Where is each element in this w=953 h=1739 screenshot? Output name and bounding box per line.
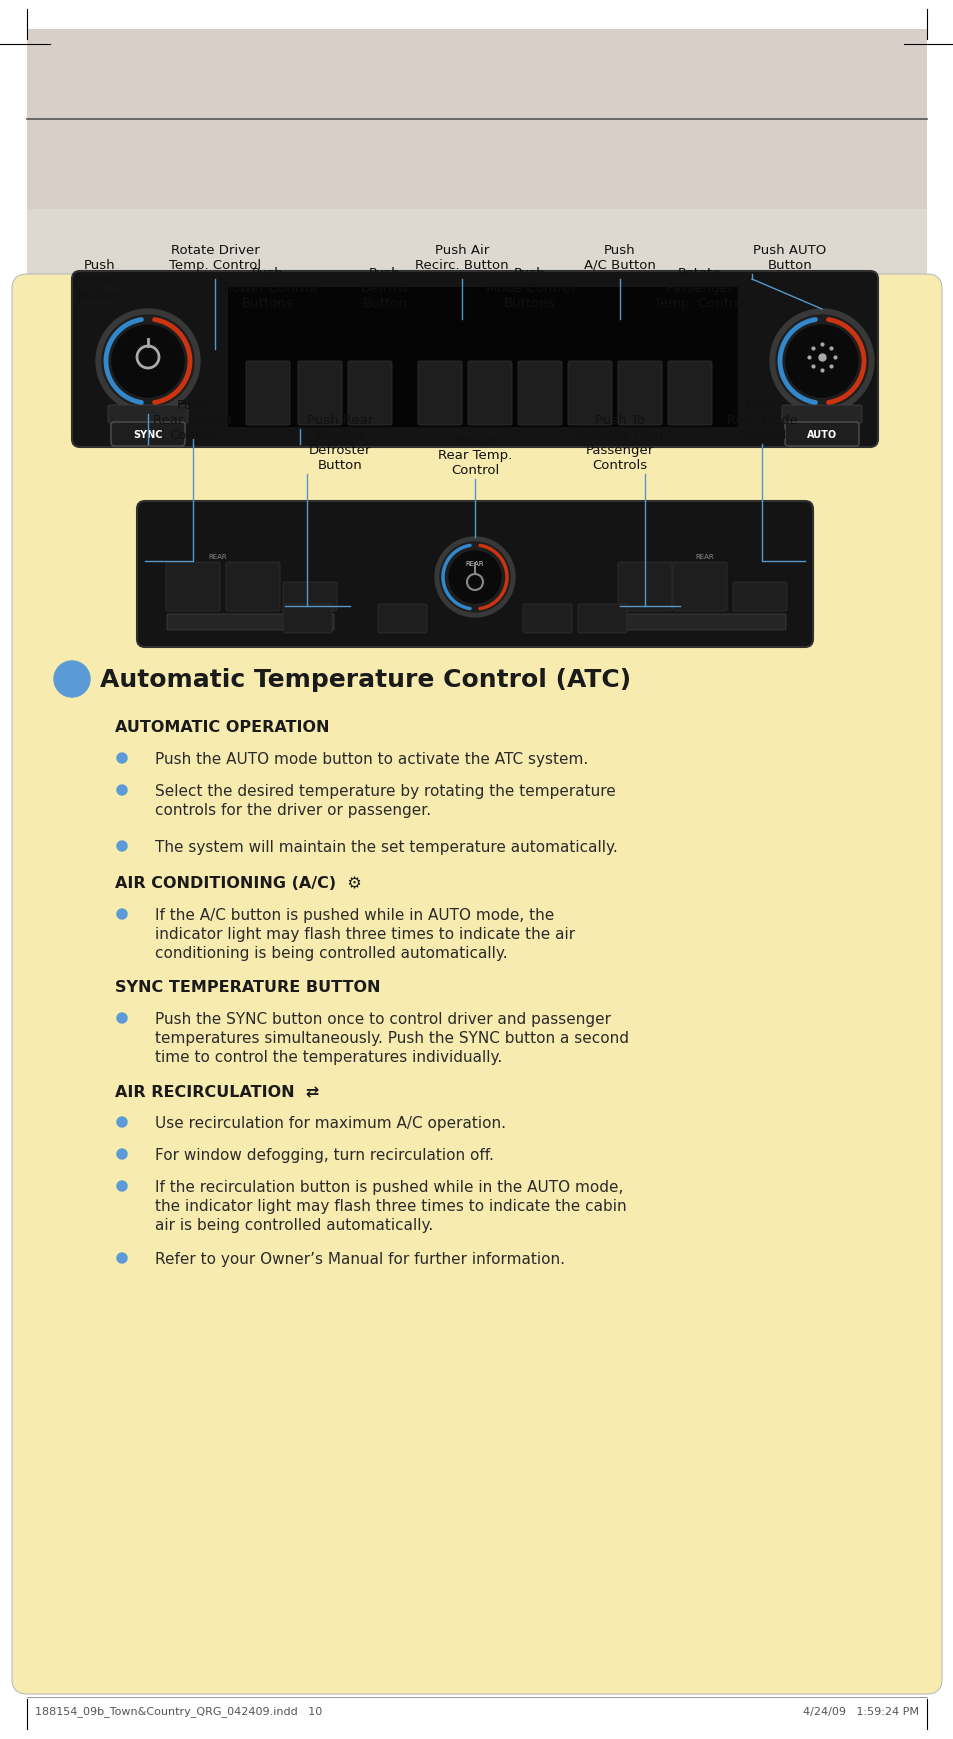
Text: REAR: REAR <box>209 553 227 560</box>
FancyBboxPatch shape <box>297 362 341 426</box>
FancyBboxPatch shape <box>522 605 572 633</box>
Text: If the A/C button is pushed while in AUTO mode, the
indicator light may flash th: If the A/C button is pushed while in AUT… <box>154 908 575 962</box>
Text: 188154_09b_Town&Country_QRG_042409.indd   10: 188154_09b_Town&Country_QRG_042409.indd … <box>35 1706 322 1716</box>
FancyBboxPatch shape <box>781 405 862 424</box>
Circle shape <box>117 753 127 763</box>
Text: Use recirculation for maximum A/C operation.: Use recirculation for maximum A/C operat… <box>154 1115 505 1130</box>
Circle shape <box>117 1181 127 1191</box>
Circle shape <box>112 325 184 398</box>
FancyBboxPatch shape <box>167 614 334 631</box>
Text: The system will maintain the set temperature automatically.: The system will maintain the set tempera… <box>154 840 618 854</box>
FancyBboxPatch shape <box>348 362 392 426</box>
Text: Push Air
Recirc. Button: Push Air Recirc. Button <box>415 243 508 271</box>
FancyBboxPatch shape <box>71 271 877 447</box>
Text: Push
A/C Button: Push A/C Button <box>583 243 656 271</box>
Circle shape <box>775 316 867 407</box>
Circle shape <box>117 909 127 920</box>
FancyBboxPatch shape <box>27 210 926 379</box>
Text: SYNC TEMPERATURE BUTTON: SYNC TEMPERATURE BUTTON <box>115 979 380 995</box>
FancyBboxPatch shape <box>578 605 626 633</box>
FancyBboxPatch shape <box>567 362 612 426</box>
FancyBboxPatch shape <box>377 605 427 633</box>
Text: Push the AUTO mode button to activate the ATC system.: Push the AUTO mode button to activate th… <box>154 751 588 767</box>
Circle shape <box>785 325 857 398</box>
Circle shape <box>117 1149 127 1160</box>
Circle shape <box>439 543 510 612</box>
Circle shape <box>96 310 200 414</box>
Circle shape <box>54 661 90 697</box>
Text: SYNC: SYNC <box>133 430 163 440</box>
Text: For window defogging, turn recirculation off.: For window defogging, turn recirculation… <box>154 1148 494 1162</box>
Circle shape <box>117 1014 127 1024</box>
FancyBboxPatch shape <box>417 362 461 426</box>
Text: 4/24/09   1:59:24 PM: 4/24/09 1:59:24 PM <box>802 1706 918 1716</box>
FancyBboxPatch shape <box>166 563 220 612</box>
FancyBboxPatch shape <box>111 423 185 447</box>
Circle shape <box>117 1254 127 1263</box>
FancyBboxPatch shape <box>468 362 512 426</box>
FancyBboxPatch shape <box>12 275 941 1694</box>
Text: Push
SYNC
Button: Push SYNC Button <box>77 259 122 303</box>
Text: Push AUTO
Button: Push AUTO Button <box>753 243 825 271</box>
Text: Push
Defrost
Button: Push Defrost Button <box>360 266 409 310</box>
Text: Push
Rear Mode
Control: Push Rear Mode Control <box>726 398 797 442</box>
Text: Rotate
Passenger
Temp. Control: Rotate Passenger Temp. Control <box>653 266 745 310</box>
FancyBboxPatch shape <box>672 563 726 612</box>
Circle shape <box>449 551 500 603</box>
Text: REAR: REAR <box>695 553 714 560</box>
FancyBboxPatch shape <box>27 30 926 210</box>
FancyBboxPatch shape <box>283 583 336 612</box>
Text: Push
Mode Control
Buttons: Push Mode Control Buttons <box>485 266 574 310</box>
FancyBboxPatch shape <box>784 423 858 447</box>
Circle shape <box>117 842 127 852</box>
Text: Push Rear
Window
Defroster
Button: Push Rear Window Defroster Button <box>307 414 373 471</box>
FancyBboxPatch shape <box>667 362 711 426</box>
Circle shape <box>435 537 515 617</box>
FancyBboxPatch shape <box>517 362 561 426</box>
Circle shape <box>102 316 193 407</box>
Text: If the recirculation button is pushed while in the AUTO mode,
the indicator ligh: If the recirculation button is pushed wh… <box>154 1179 626 1233</box>
FancyBboxPatch shape <box>732 583 786 612</box>
Text: Rotate Driver
Temp. Control: Rotate Driver Temp. Control <box>169 243 261 271</box>
Text: Push To
Activate Rear
Passenger
Controls: Push To Activate Rear Passenger Controls <box>575 414 664 471</box>
Text: Select the desired temperature by rotating the temperature
controls for the driv: Select the desired temperature by rotati… <box>154 784 615 817</box>
FancyBboxPatch shape <box>108 405 188 424</box>
FancyBboxPatch shape <box>283 605 332 633</box>
Circle shape <box>117 786 127 795</box>
FancyBboxPatch shape <box>228 289 738 428</box>
FancyBboxPatch shape <box>226 563 280 612</box>
Text: Rotate
Rear Temp.
Control: Rotate Rear Temp. Control <box>437 433 512 476</box>
Text: Push the SYNC button once to control driver and passenger
temperatures simultane: Push the SYNC button once to control dri… <box>154 1012 628 1064</box>
Text: AUTOMATIC OPERATION: AUTOMATIC OPERATION <box>115 720 329 734</box>
Text: Push
Rear Blower
Control: Push Rear Blower Control <box>152 398 233 442</box>
Text: Push
Blower Control
Buttons: Push Blower Control Buttons <box>218 266 316 310</box>
FancyBboxPatch shape <box>246 362 290 426</box>
Text: Refer to your Owner’s Manual for further information.: Refer to your Owner’s Manual for further… <box>154 1252 564 1266</box>
FancyBboxPatch shape <box>618 563 671 612</box>
FancyBboxPatch shape <box>618 614 785 631</box>
Text: Automatic Temperature Control (ATC): Automatic Temperature Control (ATC) <box>100 668 631 692</box>
FancyBboxPatch shape <box>618 362 661 426</box>
Text: AIR CONDITIONING (A/C)  ⚙: AIR CONDITIONING (A/C) ⚙ <box>115 875 361 890</box>
Circle shape <box>769 310 873 414</box>
Circle shape <box>117 1118 127 1127</box>
Text: REAR: REAR <box>465 560 484 567</box>
Text: AIR RECIRCULATION  ⇄: AIR RECIRCULATION ⇄ <box>115 1083 319 1099</box>
FancyBboxPatch shape <box>137 503 812 647</box>
Text: AUTO: AUTO <box>806 430 836 440</box>
